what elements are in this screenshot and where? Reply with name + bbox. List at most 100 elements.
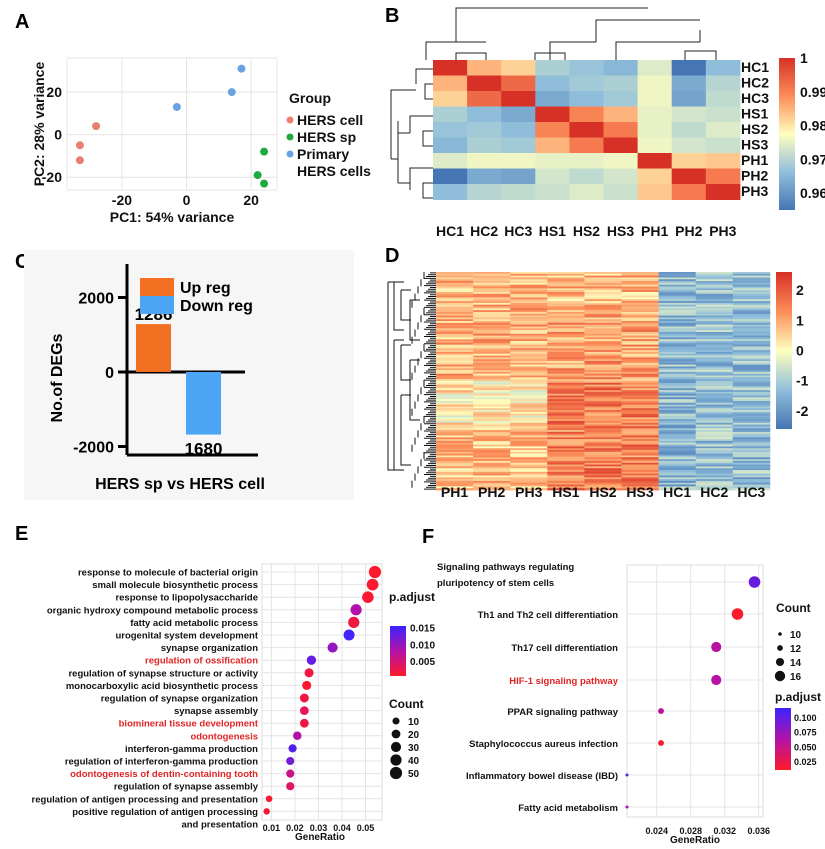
expr-cell [658,415,697,418]
expr-cell [584,450,622,453]
expr-cell [510,295,548,298]
expr-cell [658,337,697,340]
expr-cell [732,361,771,364]
expr-cell [547,410,585,413]
expr-cell [695,482,734,485]
expr-cell [621,302,659,306]
expr-cell [510,426,548,429]
expr-cell [695,419,734,422]
go-x-axis-label: GeneRatio [295,832,345,843]
expr-cell [695,368,734,371]
corr-cell-hc3-hc1 [433,91,468,107]
expr-cell [621,379,659,382]
expr-cell [732,284,771,287]
expr-cell [436,304,474,307]
expr-cell [436,346,474,349]
expr-cell [658,471,697,475]
expr-cell [436,410,474,413]
expr-cell [510,313,548,316]
expr-cell [473,388,511,391]
expr-cell [473,395,511,398]
expr-cell [695,293,734,297]
expr-dendrogram-branches [387,272,425,488]
pca-point-hers-cell [92,122,101,131]
expr-cell [510,395,548,398]
expr-cell [510,453,548,456]
corr-row-label: HS2 [741,121,768,137]
expr-cell [658,391,697,395]
expr-cell [547,439,585,442]
expr-cell [547,466,585,469]
go-size-legend-dot [390,741,402,753]
expr-cell [547,400,585,404]
expr-cell [658,462,697,465]
deg-y-axis-label: No.of DEGs [49,333,66,422]
go-dot-synapse-assembly [299,706,309,716]
corr-cell-hs3-hs1 [535,137,570,154]
expr-cell [547,291,585,295]
kegg-term-label: Th17 cell differentiation [511,643,618,654]
expr-cell [695,430,734,433]
expr-cell [732,279,771,282]
expr-cell [436,439,474,442]
expr-cell [473,477,511,480]
expr-cell [510,351,548,355]
expr-cell [473,322,511,326]
expr-cell [473,430,511,433]
expr-cell [695,315,734,318]
expr-cell [510,337,548,340]
expr-cell [510,388,548,391]
expr-cell [510,459,548,462]
kegg-size-legend-dot [774,670,786,682]
expr-cell [473,317,511,320]
expr-cell [658,457,697,460]
expr-cell [695,319,734,322]
expr-cell [473,335,511,338]
expr-cell [732,462,771,465]
expr-cell [658,322,697,326]
expr-cell [547,428,585,431]
kegg-size-legend-label: 12 [790,644,802,655]
expr-cell [547,277,585,280]
expr-cell [436,288,474,291]
expr-cell [473,464,511,467]
pca-y-tick-label: 0 [54,127,62,143]
expr-cell [547,362,585,366]
deg-legend-label-down: Down reg [180,298,253,315]
expr-cell [658,451,697,455]
expr-cell [547,355,585,358]
expr-cell [473,286,511,289]
kegg-term-label: Fatty acid metabolism [518,803,618,814]
kegg-x-tick-label: 0.028 [679,826,702,836]
expr-cell [621,477,659,480]
expr-cell [732,404,771,407]
expr-cell [510,386,548,389]
expr-cell [732,395,771,398]
expr-cell [621,293,659,297]
expr-cell [436,377,474,380]
expr-cell [510,339,548,342]
corr-cell-hc1-hs3 [603,60,639,76]
expr-cell [584,448,622,451]
expr-cell [473,282,511,286]
expr-cell [547,335,585,338]
expr-cell [658,313,697,316]
expr-cell [473,291,511,295]
kegg-dot-fatty-acid-metabolism [625,805,629,809]
expr-cell [658,273,697,277]
expr-cell [510,384,548,387]
expr-cell [473,368,511,371]
expr-cell [584,397,622,400]
expr-cell [510,406,548,409]
expr-cell [436,282,474,286]
expr-cell [695,415,734,418]
expr-cell [732,473,771,476]
expr-cell [695,364,734,367]
expr-cell [510,475,548,478]
expr-cell [510,379,548,382]
expr-cell [621,397,659,400]
corr-cell-hc3-hs1 [535,91,570,107]
expr-cell [584,361,622,364]
expr-cell [547,451,585,455]
expr-cell [732,302,771,306]
